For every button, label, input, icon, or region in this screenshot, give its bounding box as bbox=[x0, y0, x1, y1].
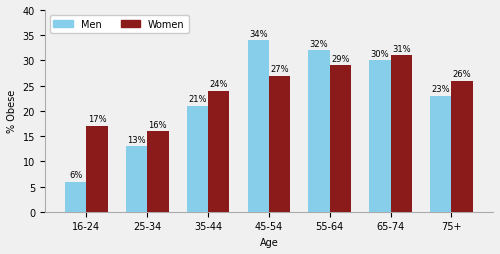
Bar bbox=[65, 182, 86, 212]
Bar bbox=[126, 147, 147, 212]
Bar bbox=[248, 41, 269, 212]
Text: 26%: 26% bbox=[452, 70, 471, 79]
X-axis label: Age: Age bbox=[260, 237, 278, 247]
Bar bbox=[86, 126, 108, 212]
Y-axis label: % Obese: % Obese bbox=[7, 90, 17, 133]
Text: 30%: 30% bbox=[370, 50, 389, 59]
Bar bbox=[390, 56, 412, 212]
Legend: Men, Women: Men, Women bbox=[50, 16, 188, 34]
Text: 16%: 16% bbox=[148, 120, 167, 129]
Text: 31%: 31% bbox=[392, 45, 410, 54]
Text: 21%: 21% bbox=[188, 95, 206, 104]
Bar bbox=[430, 96, 452, 212]
Text: 6%: 6% bbox=[69, 170, 82, 179]
Text: 27%: 27% bbox=[270, 65, 289, 74]
Bar bbox=[208, 91, 230, 212]
Text: 29%: 29% bbox=[331, 55, 349, 64]
Text: 34%: 34% bbox=[249, 29, 268, 39]
Text: 17%: 17% bbox=[88, 115, 106, 124]
Bar bbox=[308, 51, 330, 212]
Bar bbox=[187, 106, 208, 212]
Bar bbox=[147, 132, 169, 212]
Text: 13%: 13% bbox=[128, 135, 146, 144]
Text: 23%: 23% bbox=[432, 85, 450, 94]
Bar bbox=[370, 61, 390, 212]
Text: 32%: 32% bbox=[310, 40, 328, 49]
Bar bbox=[330, 66, 351, 212]
Bar bbox=[452, 81, 472, 212]
Text: 24%: 24% bbox=[210, 80, 228, 89]
Bar bbox=[269, 76, 290, 212]
